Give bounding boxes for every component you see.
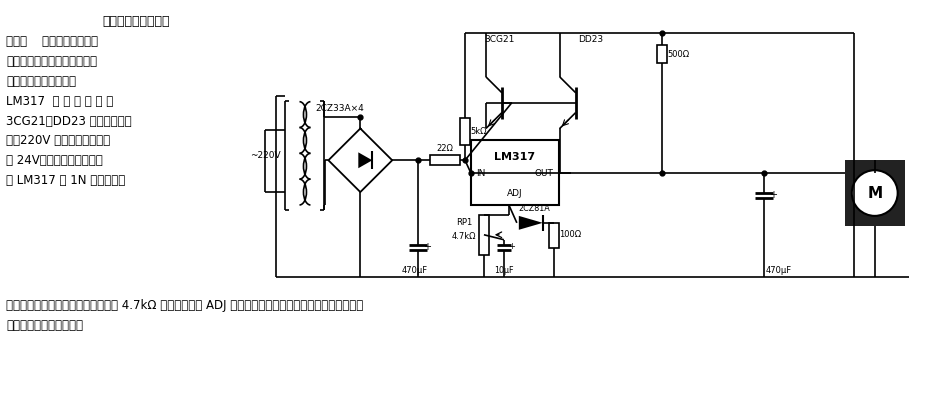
Text: M: M	[867, 186, 883, 201]
Text: RP1: RP1	[456, 218, 472, 227]
Bar	[430, 155, 460, 165]
Text: 470μF: 470μF	[766, 267, 793, 275]
Text: 22Ω: 22Ω	[437, 144, 453, 153]
Text: 到 LM317 的 1N 端，同复合: 到 LM317 的 1N 端，同复合	[6, 174, 126, 187]
Bar	[549, 223, 559, 248]
Text: 运行平稳。振荡电路由: 运行平稳。振荡电路由	[6, 75, 76, 88]
Text: 成。220V 交流电经变压器输: 成。220V 交流电经变压器输	[6, 134, 110, 148]
Text: +: +	[508, 242, 514, 251]
Bar	[460, 118, 470, 145]
Text: IN: IN	[476, 169, 486, 178]
Bar	[479, 215, 489, 255]
Text: 三极管共同驱动振荡电机工作。通过 4.7kΩ 调速电位器对 ADJ 端调整，改变振荡电机的转速，达到振荡液: 三极管共同驱动振荡电机工作。通过 4.7kΩ 调速电位器对 ADJ 端调整，改变…	[6, 299, 363, 312]
Text: 机械驱动，功率小、噪声低、: 机械驱动，功率小、噪声低、	[6, 55, 97, 68]
Text: 液体温度均匀分布振: 液体温度均匀分布振	[102, 15, 170, 28]
Text: OUT: OUT	[535, 169, 553, 178]
Text: ADJ: ADJ	[507, 189, 523, 198]
Text: LM317: LM317	[494, 152, 536, 162]
Text: LM317  芯 片 和 三 极 管: LM317 芯 片 和 三 极 管	[6, 95, 114, 108]
Text: 4.7kΩ: 4.7kΩ	[452, 232, 476, 241]
Text: 500Ω: 500Ω	[667, 49, 690, 59]
Text: 3CG21: 3CG21	[484, 35, 514, 44]
Bar	[471, 140, 559, 205]
Text: ~220V: ~220V	[250, 151, 281, 160]
Text: 2CZ33A×4: 2CZ33A×4	[315, 104, 364, 113]
Text: 出 24V，经整流、滤波后加: 出 24V，经整流、滤波后加	[6, 154, 103, 167]
Polygon shape	[359, 152, 373, 168]
Text: 5kΩ: 5kΩ	[470, 127, 487, 136]
Bar	[657, 45, 667, 63]
Text: 100Ω: 100Ω	[559, 230, 581, 239]
Text: 荡电路    振荡采用偏心回旋: 荡电路 振荡采用偏心回旋	[6, 35, 98, 48]
Polygon shape	[519, 216, 543, 230]
Text: 470μF: 470μF	[402, 267, 428, 275]
Text: 体温度均匀分布的目的。: 体温度均匀分布的目的。	[6, 319, 83, 332]
Text: 2CZ81A: 2CZ81A	[519, 204, 551, 213]
Bar	[844, 160, 905, 226]
Text: 10μF: 10μF	[494, 267, 514, 275]
Circle shape	[852, 170, 897, 216]
Text: DD23: DD23	[578, 35, 603, 44]
Text: +: +	[423, 242, 431, 252]
Text: +: +	[769, 190, 777, 200]
Text: 3CG21、DD23 及阻容元件构: 3CG21、DD23 及阻容元件构	[6, 115, 132, 128]
